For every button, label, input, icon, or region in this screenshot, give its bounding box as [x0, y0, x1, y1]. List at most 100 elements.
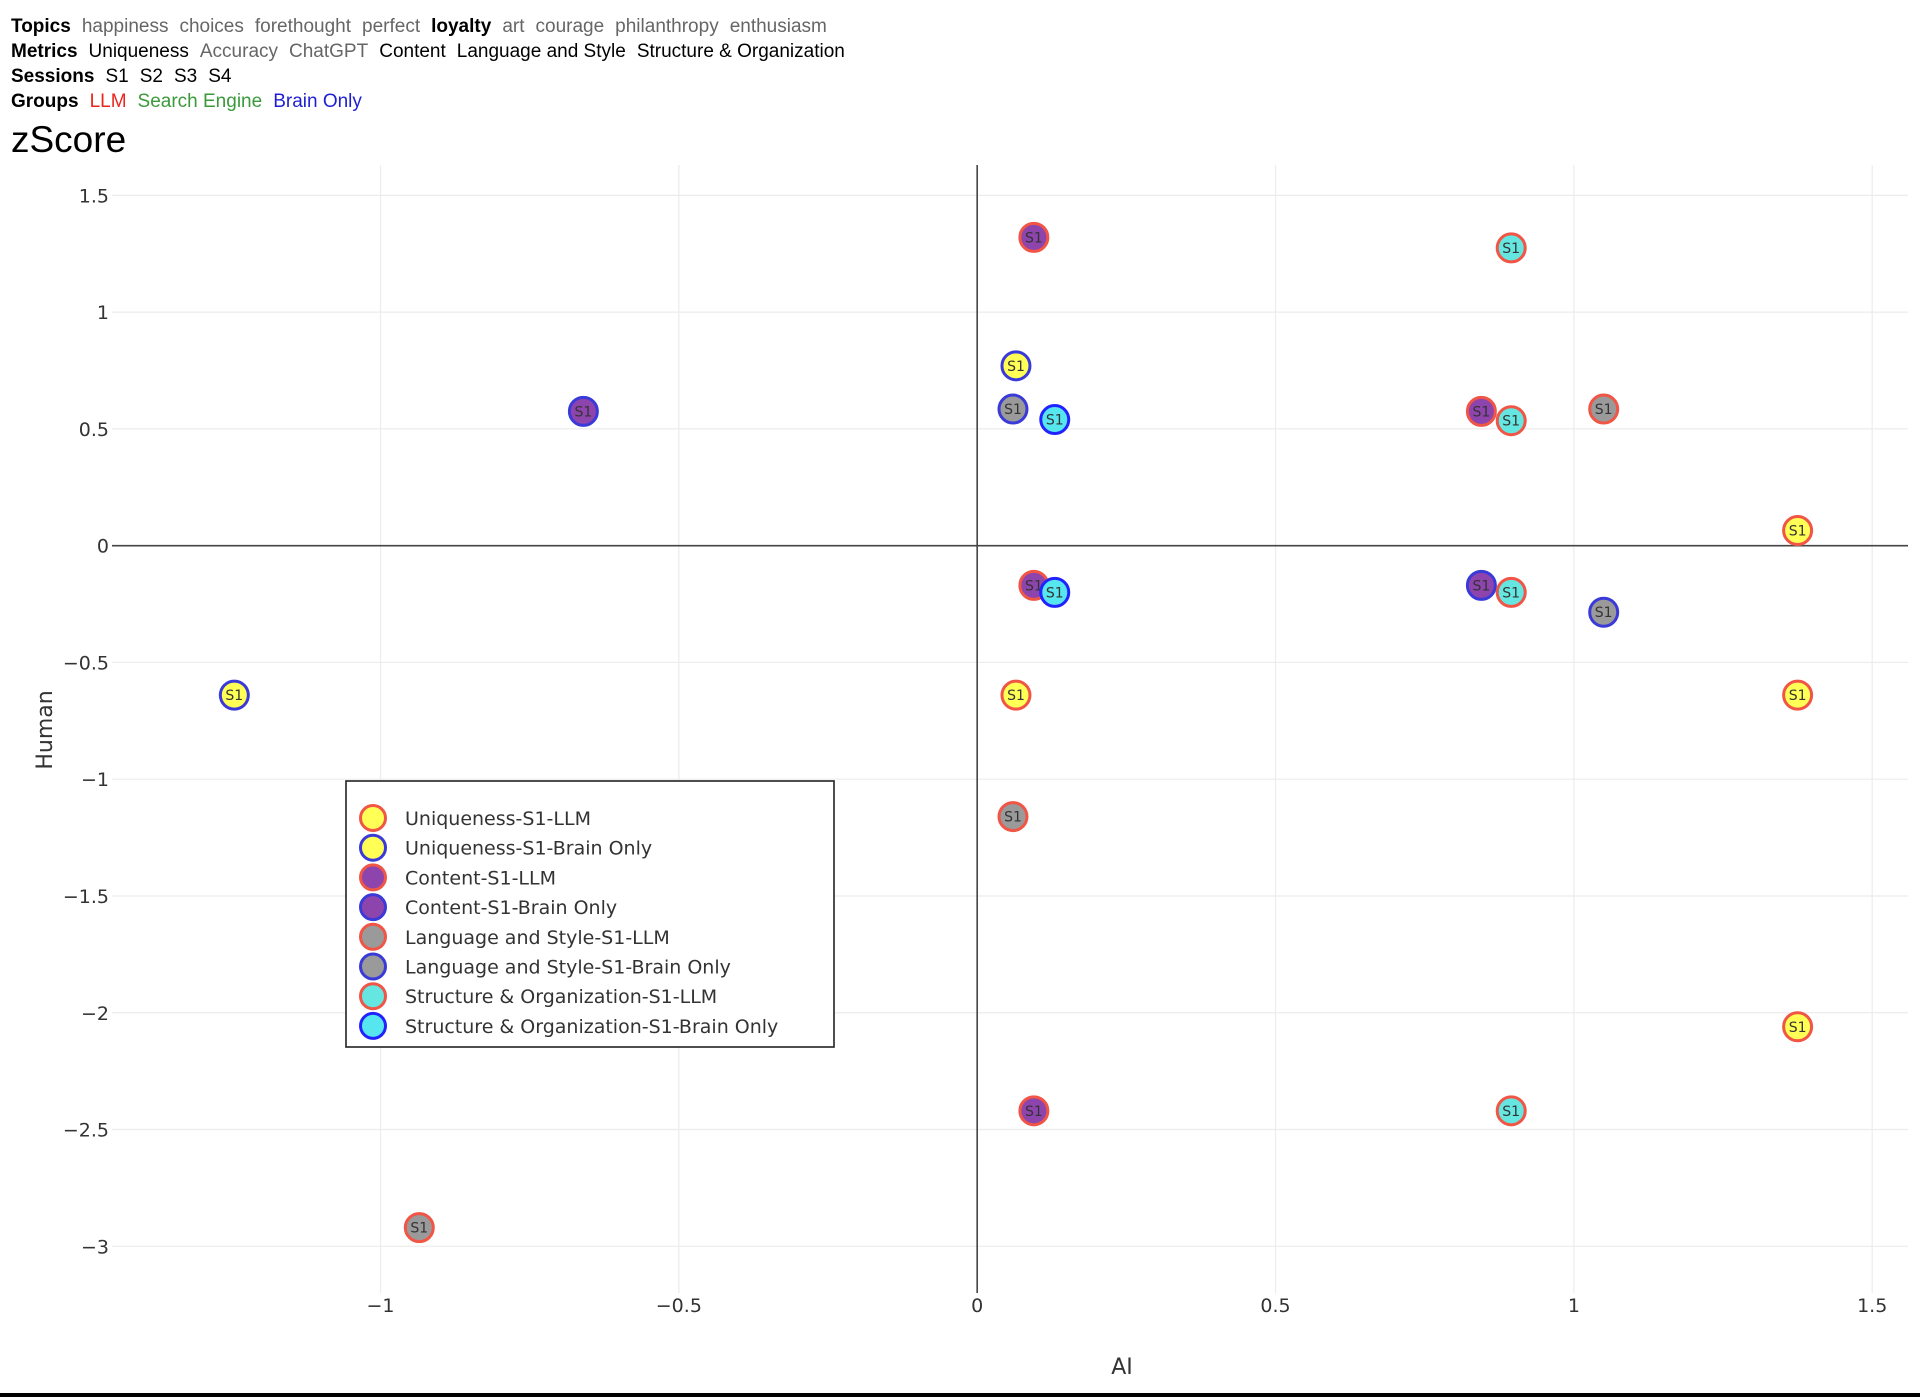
data-point-label: S1	[1789, 1020, 1807, 1036]
legend-box	[345, 780, 835, 1048]
data-point-marker	[1588, 393, 1620, 425]
filter-option-metrics-language-and-style[interactable]: Language and Style	[456, 41, 626, 62]
data-point-label: S1	[1502, 241, 1520, 257]
y-tick-label: −2	[81, 1003, 109, 1025]
data-point: S1	[1588, 596, 1620, 628]
filter-option-metrics-accuracy[interactable]: Accuracy	[199, 41, 279, 62]
legend-label: Structure & Organization-S1-Brain Only	[405, 1016, 778, 1038]
data-point-label: S1	[1789, 688, 1807, 704]
filter-option-metrics-uniqueness[interactable]: Uniqueness	[88, 41, 189, 62]
data-point-label: S1	[1502, 1104, 1520, 1120]
filter-option-sessions-s2[interactable]: S2	[139, 66, 163, 87]
y-tick-label: −1	[81, 769, 109, 791]
filter-option-topics-courage[interactable]: courage	[535, 16, 605, 37]
filter-option-groups-llm[interactable]: LLM	[89, 91, 127, 112]
filter-option-topics-happiness[interactable]: happiness	[81, 16, 169, 37]
legend-label: Content-S1-LLM	[405, 867, 556, 889]
data-point-label: S1	[1502, 585, 1520, 601]
legend: Uniqueness-S1-LLM Uniqueness-S1-Brain Onl…	[345, 780, 835, 1048]
filter-option-topics-enthusiasm[interactable]: enthusiasm	[729, 16, 827, 37]
y-axis-title: Human	[33, 690, 58, 769]
data-point: S1	[567, 395, 599, 427]
filter-label-groups: Groups	[11, 91, 79, 112]
data-point-label: S1	[1472, 404, 1490, 420]
data-point-label: S1	[574, 404, 592, 420]
legend-label: Uniqueness-S1-Brain Only	[405, 838, 652, 860]
filter-option-topics-choices[interactable]: choices	[179, 16, 244, 37]
filter-row-metrics: Metrics Uniqueness Accuracy ChatGPT Content L…	[11, 39, 856, 64]
legend-item[interactable]: Content-S1-Brain Only	[359, 893, 618, 922]
legend-item[interactable]: Language and Style-S1-LLM	[359, 922, 670, 951]
data-point-label: S1	[1025, 1104, 1043, 1120]
legend-marker	[359, 804, 387, 832]
filter-option-sessions-s3[interactable]: S3	[173, 66, 198, 87]
data-point-marker	[1018, 221, 1050, 253]
data-point-marker	[1782, 1011, 1814, 1043]
x-tick-label: 0.5	[1260, 1295, 1290, 1317]
data-point: S1	[1495, 232, 1527, 264]
filter-option-metrics-chatgpt[interactable]: ChatGPT	[289, 41, 369, 62]
data-point: S1	[1588, 393, 1620, 425]
data-point-marker	[1465, 395, 1497, 427]
data-point-marker	[218, 679, 250, 711]
filter-option-topics-forethought[interactable]: forethought	[254, 16, 352, 37]
data-point-marker	[1495, 232, 1527, 264]
legend-item[interactable]: Uniqueness-S1-LLM	[359, 804, 591, 832]
data-point: S1	[1495, 1095, 1527, 1127]
data-point: S1	[1000, 350, 1032, 382]
filter-option-sessions-s1[interactable]: S1	[105, 66, 129, 87]
data-point-label: S1	[1472, 578, 1490, 594]
filter-option-topics-art[interactable]: art	[502, 16, 525, 37]
data-point: S1	[1495, 576, 1527, 608]
data-point-label: S1	[1025, 230, 1043, 246]
filter-option-groups-search-engine[interactable]: Search Engine	[137, 91, 263, 112]
data-point-marker	[1782, 514, 1814, 546]
data-point-marker	[567, 395, 599, 427]
data-point-label: S1	[1025, 578, 1043, 594]
legend-label: Language and Style-S1-LLM	[405, 927, 670, 949]
legend-label: Content-S1-Brain Only	[405, 897, 617, 919]
data-point-marker	[1495, 1095, 1527, 1127]
filter-option-sessions-s4[interactable]: S4	[208, 66, 232, 87]
filter-label-sessions: Sessions	[11, 66, 95, 87]
data-point-marker	[1465, 569, 1497, 601]
data-point-label: S1	[1004, 810, 1022, 826]
data-point: S1	[997, 801, 1029, 833]
y-tick-label: −1.5	[63, 886, 109, 908]
y-tick-label: 0.5	[79, 419, 109, 441]
x-tick-label: −0.5	[656, 1295, 702, 1317]
legend-item[interactable]: Structure & Organization-S1-Brain Only	[359, 1011, 779, 1040]
filter-panel: Topics happiness choices forethought perfect…	[11, 14, 856, 114]
filter-row-groups: Groups LLM Search Engine Brain Only	[11, 89, 856, 114]
filter-option-topics-perfect[interactable]: perfect	[362, 16, 421, 37]
legend-item[interactable]: Uniqueness-S1-Brain Only	[359, 833, 653, 862]
y-tick-label: −0.5	[63, 652, 109, 674]
y-tick-label: 0	[97, 536, 109, 558]
data-point-marker	[1495, 405, 1527, 437]
legend-item[interactable]: Structure & Organization-S1-LLM	[359, 982, 718, 1011]
filter-option-topics-loyalty[interactable]: loyalty	[431, 16, 492, 37]
data-point: S1	[1039, 576, 1071, 608]
data-point-marker	[1495, 576, 1527, 608]
data-point: S1	[1465, 569, 1497, 601]
data-point: S1	[1495, 405, 1527, 437]
data-point-marker	[1782, 679, 1814, 711]
data-point-marker	[1000, 679, 1032, 711]
filter-option-groups-brain-only[interactable]: Brain Only	[273, 91, 362, 112]
filter-option-topics-philanthropy[interactable]: philanthropy	[615, 16, 719, 37]
x-tick-label: 1	[1568, 1295, 1580, 1317]
data-point-label: S1	[1007, 359, 1025, 375]
filter-option-metrics-structure-organization[interactable]: Structure & Organization	[636, 41, 845, 62]
legend-marker	[359, 1011, 387, 1040]
filter-option-metrics-content[interactable]: Content	[379, 41, 446, 62]
x-tick-label: 0	[971, 1295, 983, 1317]
data-point: S1	[1782, 1011, 1814, 1043]
filter-label-topics: Topics	[11, 16, 71, 37]
legend-item[interactable]: Language and Style-S1-Brain Only	[359, 952, 731, 981]
y-tick-label: 1	[97, 302, 109, 324]
data-point-marker	[997, 801, 1029, 833]
data-point: S1	[1000, 679, 1032, 711]
data-point: S1	[403, 1212, 435, 1244]
legend-item[interactable]: Content-S1-LLM	[359, 863, 557, 892]
x-tick-label: 1.5	[1857, 1295, 1887, 1317]
